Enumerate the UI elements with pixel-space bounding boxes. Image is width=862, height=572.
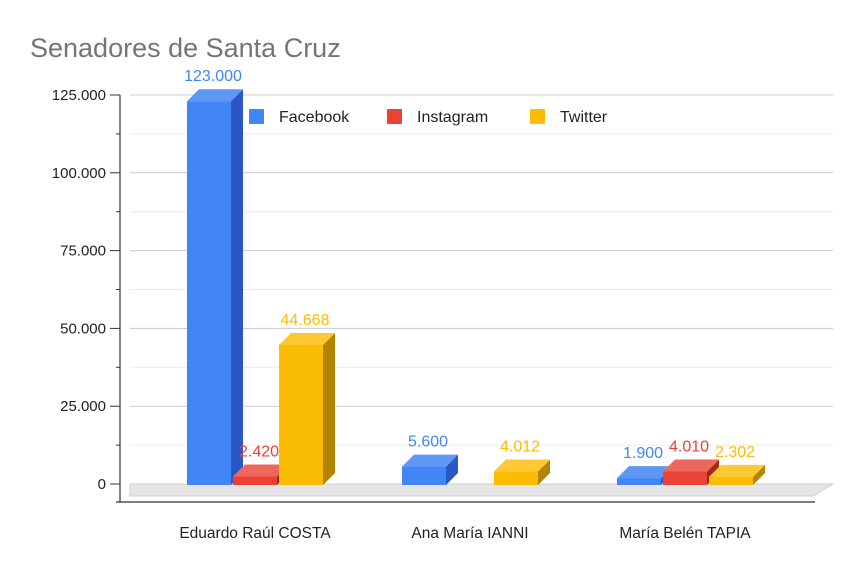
data-label: 4.012 (500, 439, 540, 456)
chart-title: Senadores de Santa Cruz (30, 33, 341, 63)
bar-twitter (494, 471, 538, 485)
bar-twitter-top (279, 332, 335, 345)
bar-instagram (663, 471, 707, 485)
x-axis-labels: Eduardo Raúl COSTA Ana María IANNI María B… (179, 525, 751, 542)
bar-twitter-top (709, 464, 765, 477)
bar-facebook (402, 466, 446, 485)
y-tick-label: 100.000 (52, 165, 106, 182)
bar-twitter (709, 476, 753, 485)
legend-swatch-instagram (387, 109, 402, 124)
data-label: 2.302 (715, 444, 755, 461)
legend-swatch-facebook (249, 109, 264, 124)
y-tick-label: 25.000 (60, 398, 106, 415)
bar-twitter-side (753, 464, 765, 485)
y-axis: 0 25.000 50.000 75.000 100.000 125.000 (52, 87, 121, 502)
data-label: 4.010 (669, 439, 709, 456)
legend-label-instagram: Instagram (417, 109, 488, 126)
bars (187, 89, 765, 485)
bar-facebook-side (231, 89, 243, 485)
legend-label-twitter: Twitter (560, 109, 608, 126)
legend-swatch-twitter (530, 109, 545, 124)
bar-twitter-top (494, 459, 550, 472)
data-label: 2.420 (239, 443, 279, 460)
legend-label-facebook: Facebook (279, 109, 350, 126)
data-labels: 123.000 2.420 44.668 5.600 4.012 1.900 4.010 2.… (184, 68, 755, 462)
bar-twitter-side (323, 332, 335, 485)
bar-facebook-side (446, 454, 458, 485)
category-label: Ana María IANNI (411, 525, 528, 542)
bar-twitter (279, 344, 323, 485)
data-label: 44.668 (281, 312, 330, 329)
y-tick-label: 125.000 (52, 87, 106, 104)
category-label: María Belén TAPIA (619, 525, 751, 542)
legend: Facebook Instagram Twitter (249, 109, 608, 126)
y-tick-label: 50.000 (60, 320, 106, 337)
data-label: 1.900 (623, 445, 663, 462)
data-label: 123.000 (184, 68, 242, 85)
category-label: Eduardo Raúl COSTA (179, 525, 331, 542)
bar-facebook (187, 101, 231, 485)
bar-facebook-top (402, 454, 458, 467)
y-tick-label: 0 (98, 476, 106, 493)
bar-facebook-top (617, 466, 673, 479)
gridlines (130, 94, 833, 485)
data-label: 5.600 (408, 434, 448, 451)
bar-instagram (233, 476, 277, 485)
floor-plane (129, 483, 835, 497)
y-tick-label: 75.000 (60, 243, 106, 260)
bar-twitter-side (538, 459, 550, 485)
bar-instagram-top (663, 459, 719, 472)
bar-instagram-top (233, 464, 289, 477)
bar-facebook (617, 478, 661, 485)
chart-floor (116, 483, 835, 503)
bar-facebook-top (187, 89, 243, 102)
